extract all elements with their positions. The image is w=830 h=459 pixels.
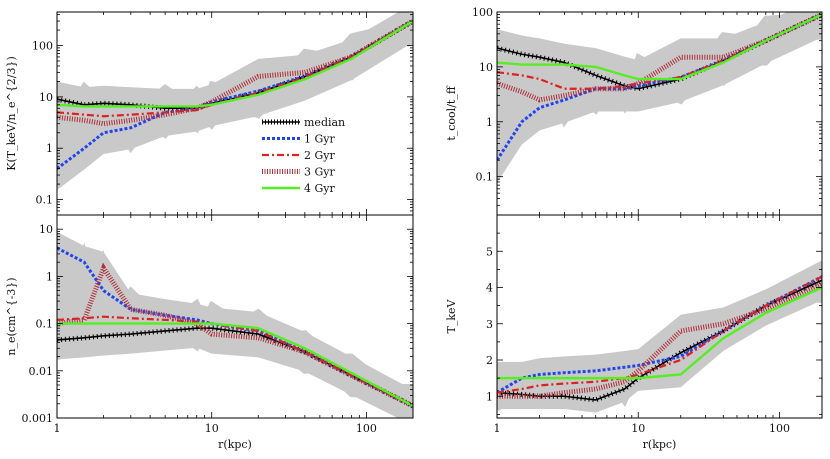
scatter-streak	[57, 242, 409, 418]
x-tick-label: 100	[356, 422, 377, 435]
x-tick-label: 1	[54, 422, 61, 435]
series-median-markers	[57, 325, 413, 409]
y-axis-label: n_e(cm^{-3})	[5, 277, 18, 355]
legend-label: median	[304, 116, 345, 129]
series-2-gyr	[57, 20, 413, 118]
axes-frame	[56, 214, 414, 419]
y-tick-label: 10	[39, 91, 53, 104]
y-tick-label: 0.001	[22, 412, 54, 425]
plot-area	[497, 12, 822, 183]
panel-bottom-left: 1 10 100 r(kpc) 0.001 0.01 0.1 1 10 n_e(cm^{-3})	[5, 214, 414, 451]
panel-top-right: 0.1 1 10 100 t_cool/t_ff	[445, 6, 823, 216]
x-tick-label: 10	[631, 422, 645, 435]
plot-area	[57, 12, 413, 190]
y-tick-label: 2	[486, 354, 493, 367]
y-tick-label: 1	[46, 142, 53, 155]
legend-label: 3 Gyr	[304, 166, 335, 179]
panel-top-left: 0.1 1 10 100 K(T_keV/n_e^{2/3})	[5, 11, 414, 216]
legend-label: 2 Gyr	[304, 149, 335, 162]
panel-bottom-right: 1 10 100 r(kpc) 1 2 3 4 5 T_keV	[445, 214, 823, 451]
scatter-streak	[497, 12, 818, 115]
y-tick-label: 0.1	[476, 171, 494, 184]
y-tick-label: 100	[472, 6, 493, 19]
y-tick-label: 1	[486, 116, 493, 129]
y-tick-label: 0.1	[36, 194, 54, 207]
series-4-gyr	[57, 20, 413, 108]
scatter-streak	[57, 29, 413, 154]
series-2-gyr	[497, 13, 822, 90]
scatter-streak	[57, 39, 413, 141]
y-tick-label: 10	[39, 223, 53, 236]
y-tick-label: 0.01	[29, 365, 54, 378]
series-4-gyr	[57, 322, 413, 408]
series-2-gyr	[497, 275, 822, 394]
axes-frame	[496, 214, 823, 419]
y-tick-label: 1	[486, 390, 493, 403]
y-tick-label: 100	[32, 40, 53, 53]
scatter-streak	[57, 12, 413, 139]
scatter-streak	[497, 290, 822, 408]
y-axis-label: K(T_keV/n_e^{2/3})	[5, 56, 18, 170]
x-tick-label: 1	[494, 422, 501, 435]
plot-area	[497, 260, 822, 413]
y-tick-label: 0.1	[36, 318, 54, 331]
y-tick-label: 10	[479, 61, 493, 74]
y-axis-label: t_cool/t_ff	[445, 85, 458, 140]
y-tick-label: 1	[46, 270, 53, 283]
series-3-gyr	[497, 281, 822, 399]
x-axis-label: r(kpc)	[218, 438, 252, 451]
x-tick-label: 10	[205, 422, 219, 435]
x-tick-label: 100	[769, 422, 790, 435]
series-4-gyr	[497, 13, 822, 81]
series-3-gyr	[57, 18, 413, 127]
series-3-gyr	[57, 262, 413, 409]
legend-label: 1 Gyr	[304, 133, 335, 146]
y-tick-label: 3	[486, 318, 493, 331]
legend-label: 4 Gyr	[304, 182, 335, 195]
scatter-streak	[497, 23, 822, 128]
plot-area	[57, 231, 413, 418]
series-4-gyr	[497, 286, 822, 380]
y-axis-label: T_keV	[445, 298, 458, 333]
legend: median 1 Gyr 2 Gyr 3 Gyr 4 Gyr	[262, 116, 345, 195]
scatter-streak	[497, 32, 822, 115]
y-tick-label: 4	[486, 282, 493, 295]
series-median-markers	[497, 277, 822, 403]
x-axis-label: r(kpc)	[643, 438, 677, 451]
y-tick-label: 5	[486, 245, 493, 258]
